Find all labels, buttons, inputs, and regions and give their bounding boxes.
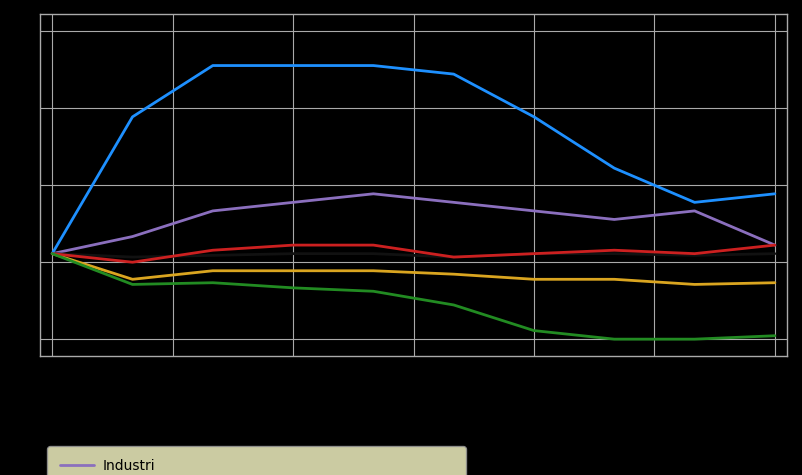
Legend: Industri, Bergverksdrift og utvinning av råolje og naturgass, Hushald, Transport: Industri, Bergverksdrift og utvinning av… bbox=[47, 446, 465, 475]
